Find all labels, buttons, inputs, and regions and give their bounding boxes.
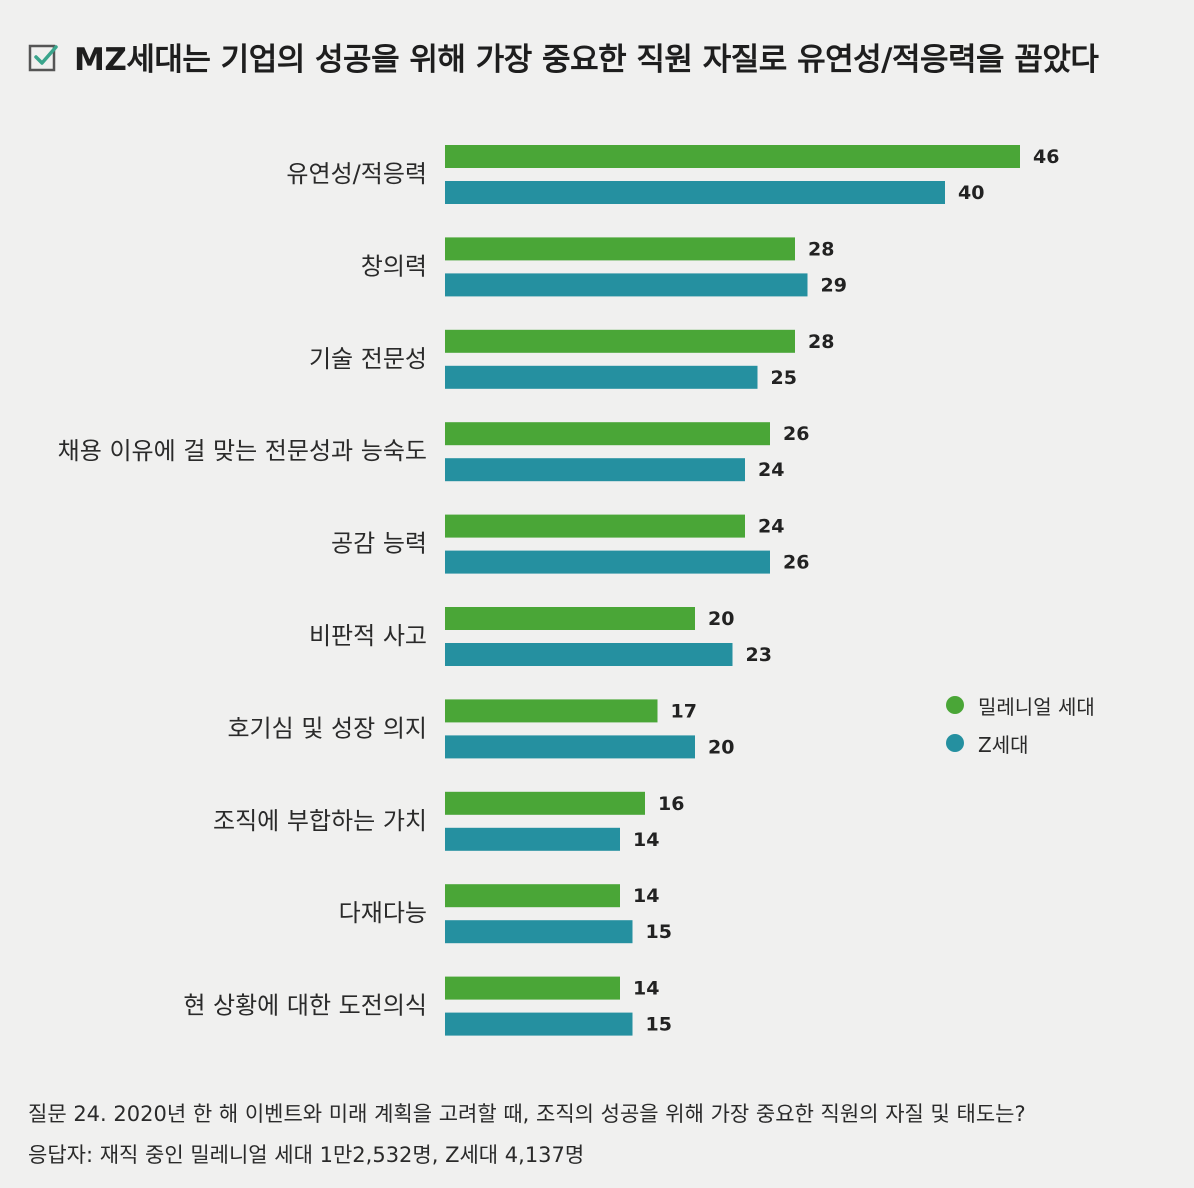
value-label: 15 xyxy=(646,1014,672,1036)
bar-millennial xyxy=(445,607,695,630)
bar-millennial xyxy=(445,514,745,538)
chart-title-text: MZ세대는 기업의 성공을 위해 가장 중요한 직원 자질로 유연성/적응력을 … xyxy=(74,42,1099,78)
value-label: 17 xyxy=(671,700,697,722)
bar-millennial xyxy=(445,422,770,446)
bar-millennial xyxy=(445,145,1020,168)
value-label: 26 xyxy=(783,552,809,574)
value-label: 26 xyxy=(783,423,809,445)
value-label: 23 xyxy=(746,644,772,666)
bar-millennial xyxy=(445,329,795,353)
value-label: 16 xyxy=(658,793,684,815)
value-label: 28 xyxy=(808,238,834,260)
bar-genz xyxy=(445,1012,633,1036)
category-label: 조직에 부합하는 가치 xyxy=(213,807,427,835)
checkbox-check-icon xyxy=(28,44,58,71)
bar-genz xyxy=(445,458,745,482)
value-label: 15 xyxy=(646,921,672,943)
value-label: 40 xyxy=(958,182,984,204)
bar-millennial xyxy=(445,237,795,261)
value-label: 28 xyxy=(808,331,834,353)
value-label: 24 xyxy=(758,516,784,538)
bar-genz xyxy=(445,735,695,759)
category-label: 채용 이유에 걸 맞는 전문성과 능숙도 xyxy=(58,437,427,465)
bar-genz xyxy=(445,273,808,297)
bar-genz xyxy=(445,643,733,666)
legend-label-genz: Z세대 xyxy=(978,732,1029,757)
value-label: 20 xyxy=(708,736,734,758)
bar-chart: 유연성/적응력 46 40 창의력 28 29 기술 전문성 28 25 채용 이유에 걸 맞는 … xyxy=(58,145,1059,1036)
category-label: 비판적 사고 xyxy=(309,622,427,650)
bar-millennial xyxy=(445,791,645,815)
bar-genz xyxy=(445,920,633,944)
bar-genz xyxy=(445,827,620,851)
category-label: 현 상황에 대한 도전의식 xyxy=(183,992,427,1020)
chart-title: MZ세대는 기업의 성공을 위해 가장 중요한 직원 자질로 유연성/적응력을 … xyxy=(28,34,1099,79)
category-label: 유연성/적응력 xyxy=(286,160,427,188)
legend-item-millennial: 밀레니얼 세대 xyxy=(946,686,1095,724)
category-label: 기술 전문성 xyxy=(309,345,427,373)
bar-genz xyxy=(445,550,770,574)
bar-millennial xyxy=(445,699,658,723)
footer-respondents: 응답자: 재직 중인 밀레니얼 세대 1만2,532명, Z세대 4,137명 xyxy=(28,1143,585,1167)
value-label: 29 xyxy=(821,274,847,296)
value-label: 24 xyxy=(758,459,784,481)
bar-millennial xyxy=(445,884,620,908)
value-label: 14 xyxy=(633,885,659,907)
category-label: 다재다능 xyxy=(339,899,427,927)
legend-swatch-genz xyxy=(946,734,964,752)
category-label: 창의력 xyxy=(361,252,427,280)
footer-question: 질문 24. 2020년 한 해 이벤트와 미래 계획을 고려할 때, 조직의 … xyxy=(28,1102,1026,1126)
legend-label-millennial: 밀레니얼 세대 xyxy=(978,694,1095,719)
footer: 질문 24. 2020년 한 해 이벤트와 미래 계획을 고려할 때, 조직의 … xyxy=(28,1094,1026,1176)
bar-millennial xyxy=(445,976,620,1000)
legend-item-genz: Z세대 xyxy=(946,724,1095,762)
value-label: 14 xyxy=(633,829,659,851)
category-label: 공감 능력 xyxy=(331,530,427,558)
category-label: 호기심 및 성장 의지 xyxy=(227,714,427,742)
value-label: 20 xyxy=(708,608,734,630)
legend-swatch-millennial xyxy=(946,696,964,714)
value-label: 14 xyxy=(633,978,659,1000)
value-label: 46 xyxy=(1033,146,1059,168)
legend: 밀레니얼 세대 Z세대 xyxy=(946,686,1095,762)
bar-genz xyxy=(445,365,758,389)
value-label: 25 xyxy=(771,367,797,389)
bar-genz xyxy=(445,181,945,204)
